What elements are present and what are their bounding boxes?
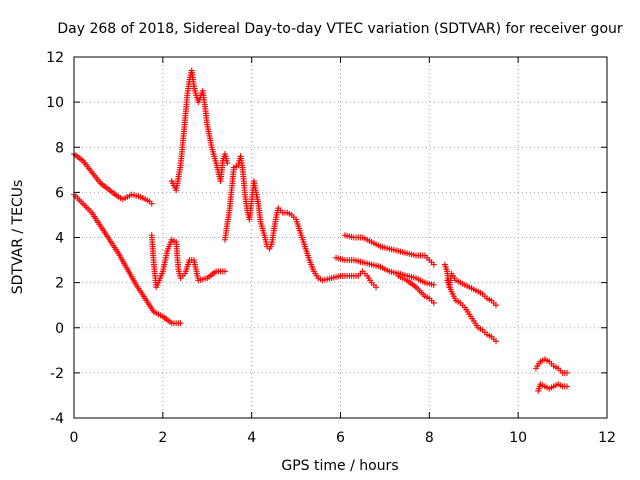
series-arc-8 [395,272,437,306]
series-arc-10 [444,277,499,345]
grid [74,57,607,418]
x-tick-label: 2 [158,430,167,446]
x-tick-label: 4 [247,430,256,446]
series-arc-6 [333,254,437,288]
data-point [492,302,499,309]
data-point [224,160,231,167]
data-point [430,299,437,306]
y-tick-label: 10 [46,95,64,111]
data-point [222,268,229,275]
series-arc-2 [71,191,184,327]
x-tick-label: 0 [70,430,79,446]
series-arc-5 [222,153,380,291]
y-tick-label: 4 [55,231,64,247]
y-tick-label: 8 [55,140,64,156]
series-arc-4 [168,67,231,194]
series-arc-3 [148,232,229,291]
y-tick-label: 0 [55,321,64,337]
axis-ticks: 0 2 4 6 8 10 12 -4 -2 0 2 4 6 8 10 12 [46,50,616,446]
x-axis-label: GPS time / hours [281,458,398,474]
y-tick-label: 6 [55,185,64,201]
y-tick-label: 2 [55,276,64,292]
data-point [564,383,571,390]
data-point [564,369,571,376]
x-tick-label: 8 [425,430,434,446]
series-arc-7 [341,232,437,268]
series-arc-11 [532,356,571,376]
data-point [177,320,184,327]
data-point [492,338,499,345]
x-tick-label: 10 [509,430,527,446]
series-arc-12 [535,381,571,394]
x-tick-label: 6 [336,430,345,446]
x-tick-label: 12 [598,430,616,446]
data-point [373,284,380,291]
data-point [148,200,155,207]
y-tick-label: -4 [50,411,64,427]
data-point [430,261,437,268]
y-tick-label: -2 [50,366,64,382]
data-point [430,281,437,288]
y-axis-label: SDTVAR / TECUs [10,180,26,295]
series-arc-1 [71,151,155,207]
chart-title: Day 268 of 2018, Sidereal Day-to-day VTE… [57,21,623,37]
data-marks [71,67,571,394]
y-tick-label: 12 [46,50,64,66]
